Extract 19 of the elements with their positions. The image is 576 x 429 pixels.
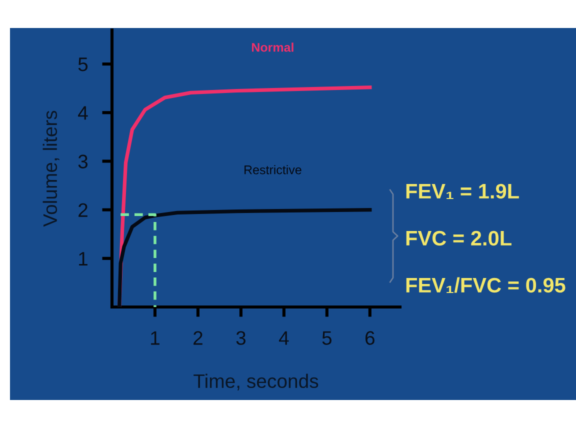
x-tick-label: 6 (365, 331, 374, 345)
y-tick-label: 2 (78, 203, 88, 217)
x-tick-label: 2 (194, 331, 202, 345)
x-tick-label: 1 (151, 331, 160, 345)
x-axis-title: Time, seconds (194, 374, 318, 390)
x-tick-label: 5 (322, 331, 332, 345)
text: Restrictive (244, 165, 302, 174)
y-tick-label: 3 (78, 154, 88, 168)
text: FVC = 2.0L (406, 230, 512, 246)
y-tick-label: 4 (78, 106, 88, 120)
text: FEV₁ = 1.9L (406, 184, 519, 200)
x-tick-label: 3 (236, 331, 246, 345)
text: FEV₁/FVC = 0.95 (406, 277, 566, 294)
text: Normal (252, 42, 294, 52)
y-tick-label: 1 (79, 252, 88, 266)
y-tick-label: 5 (78, 58, 88, 72)
x-tick-label: 4 (278, 331, 289, 345)
y-axis-title: Volume, liters (42, 110, 60, 227)
line-series (118, 208, 372, 307)
